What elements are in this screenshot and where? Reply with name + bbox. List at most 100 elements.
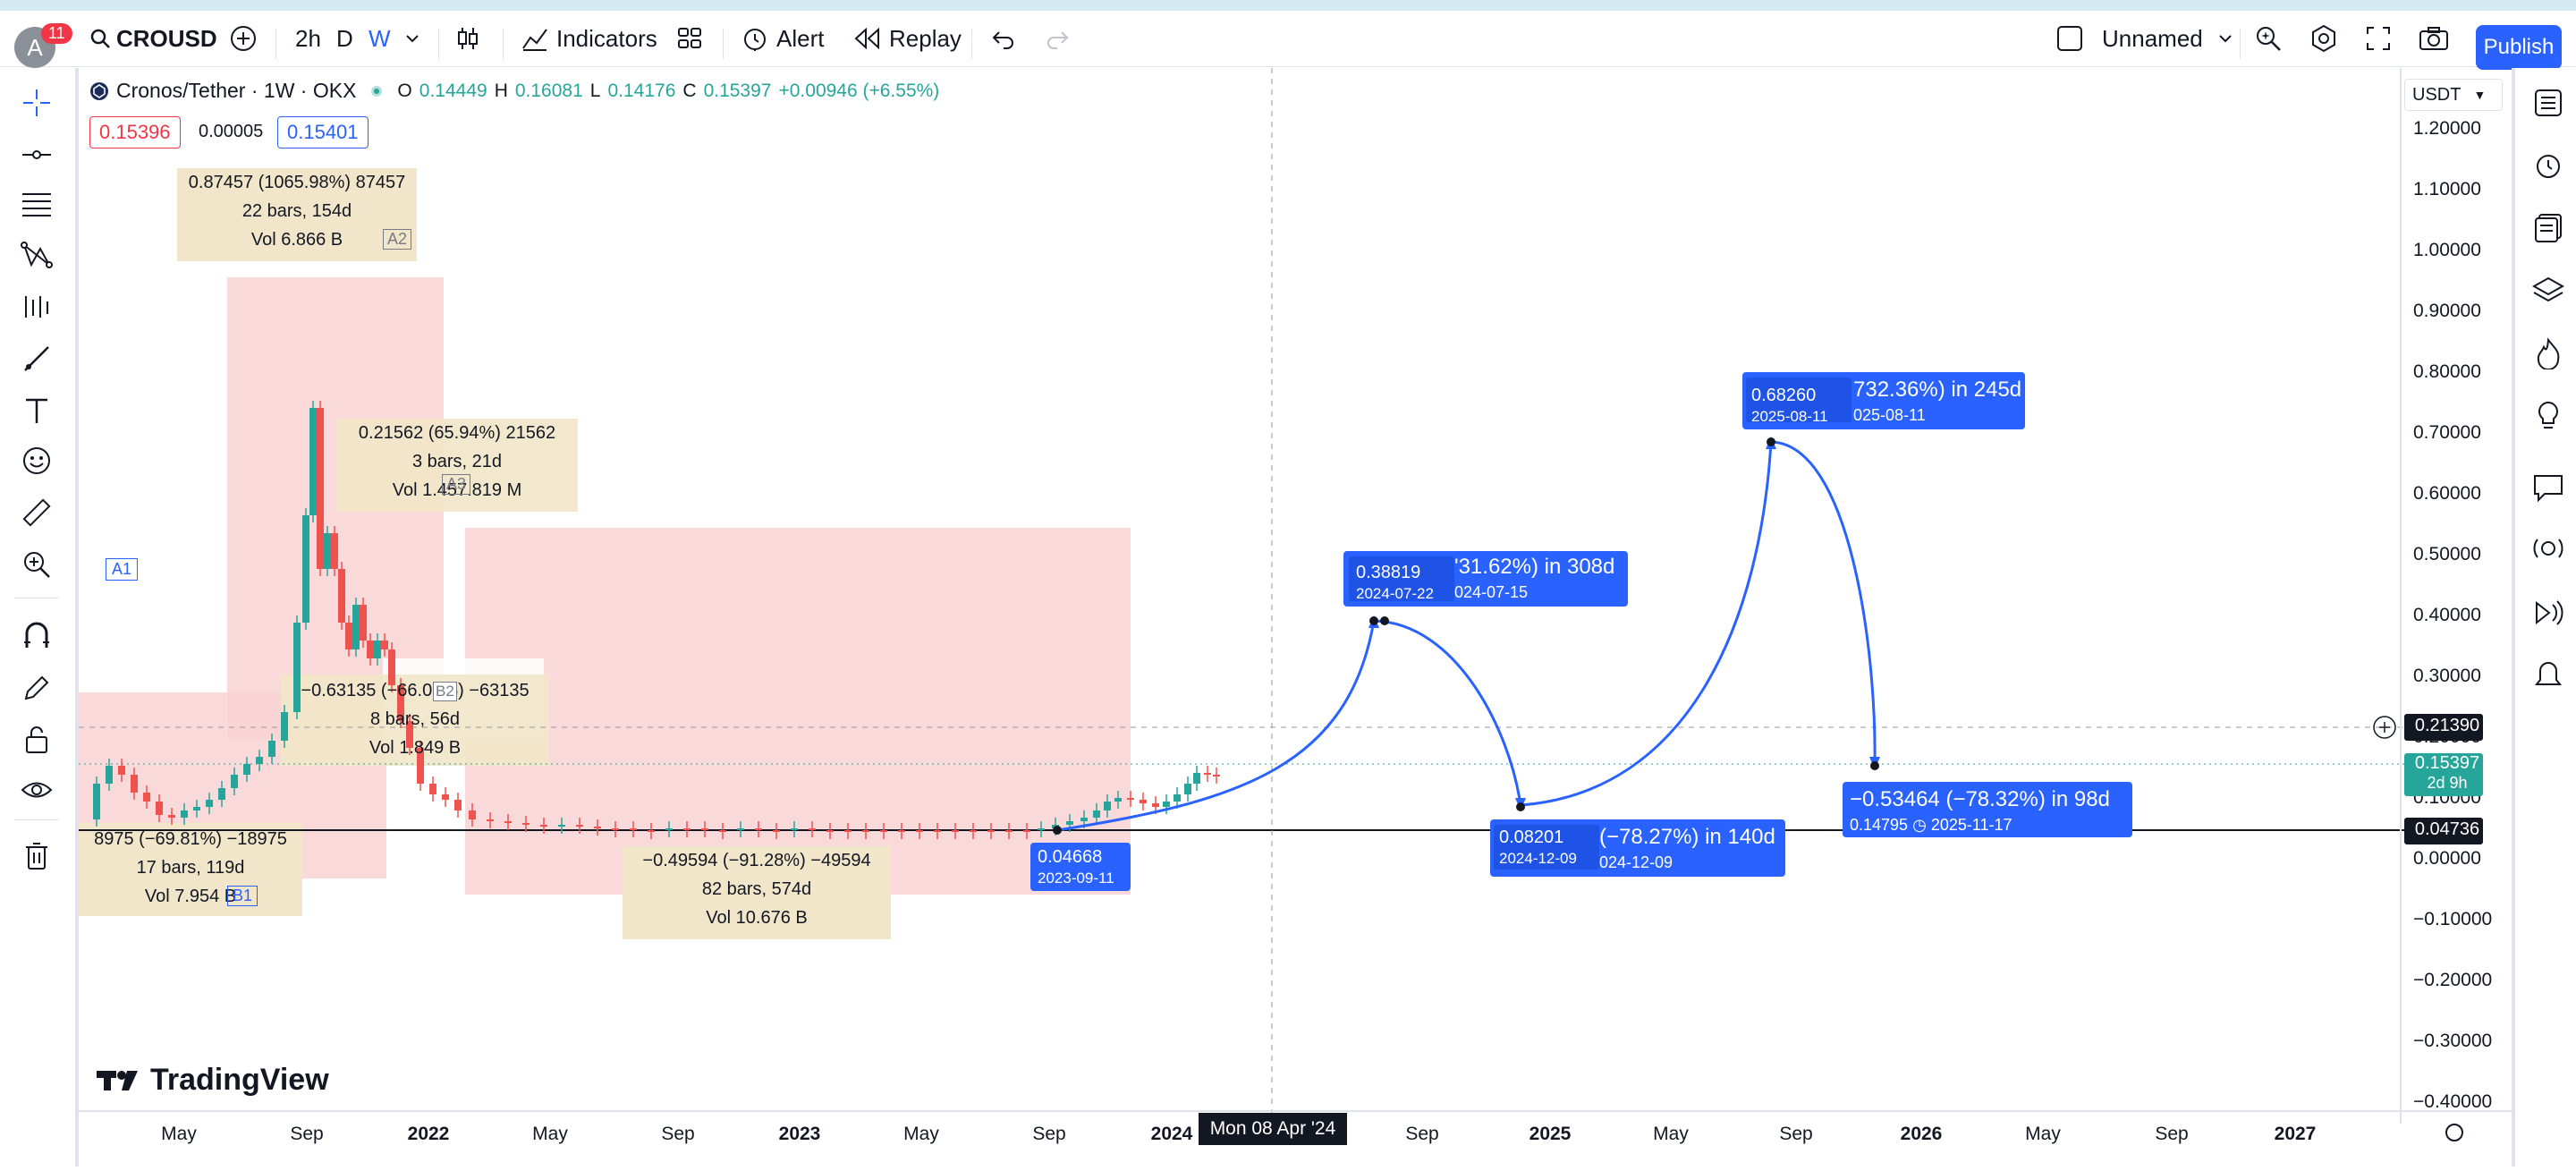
undo-button[interactable] xyxy=(991,11,1016,66)
projection-date: 024-12-09 xyxy=(1599,853,1674,871)
trendline-tool[interactable] xyxy=(16,134,57,175)
projection-leg-3[interactable] xyxy=(1520,441,1773,807)
measure-line: −0.63135 (−66.00%) −63135 xyxy=(301,681,530,700)
price-tick-label: −0.10000 xyxy=(2413,909,2492,929)
calendar-button[interactable] xyxy=(2528,592,2569,633)
tag-a2: A2 xyxy=(383,229,412,250)
brush-tool[interactable] xyxy=(16,338,57,379)
remove-drawings-tool[interactable] xyxy=(16,836,57,877)
market-status-icon xyxy=(371,85,383,97)
candle-body xyxy=(1127,798,1134,800)
magnet-tool[interactable] xyxy=(16,615,57,657)
projection-percent: 732.36%) in 245d xyxy=(1853,378,2022,402)
visibility-tool[interactable] xyxy=(16,769,57,810)
candle-body xyxy=(106,766,113,784)
forecast-tool[interactable] xyxy=(16,286,57,327)
projection-label-3-inner xyxy=(1494,825,1599,870)
pattern-icon xyxy=(21,242,53,268)
add-alert-icon[interactable] xyxy=(2373,716,2396,739)
tag-b1: B1 xyxy=(227,886,258,906)
alerts-button[interactable] xyxy=(2528,145,2569,186)
notifications-button[interactable] xyxy=(2528,655,2569,696)
publish-button[interactable]: Publish xyxy=(2476,25,2562,70)
lock-icon xyxy=(26,726,47,753)
legend-low-label: L xyxy=(589,80,601,101)
projection-text-3: 0.08201 2024-12-09 xyxy=(1499,827,1577,870)
time-tick-label: 2025 xyxy=(1530,1124,1572,1144)
projection-leg-1[interactable] xyxy=(1056,620,1376,832)
object-tree-button[interactable] xyxy=(2528,208,2569,249)
text-tool[interactable] xyxy=(16,390,57,431)
bid-price[interactable]: 0.15396 xyxy=(89,116,181,148)
templates-button[interactable] xyxy=(676,11,703,66)
tradingview-logo[interactable]: TradingView xyxy=(97,1063,329,1098)
candle-body xyxy=(648,830,655,832)
notification-badge: 11 xyxy=(41,23,72,44)
settings-axis-icon[interactable] xyxy=(2445,1124,2463,1141)
chevron-down-icon xyxy=(406,35,419,43)
measure-tool[interactable] xyxy=(16,492,57,533)
layers-button[interactable] xyxy=(2528,270,2569,311)
interval-dropdown[interactable] xyxy=(404,11,420,66)
price-tick-label: 0.70000 xyxy=(2413,422,2481,443)
projection-percent: −0.53464 (−78.32%) in 98d xyxy=(1850,787,2110,811)
tradingview-logo-icon xyxy=(97,1070,138,1090)
chart-type-button[interactable] xyxy=(454,11,481,66)
drawing-mode-tool[interactable] xyxy=(16,667,57,709)
streams-button[interactable] xyxy=(2528,530,2569,571)
alert-button[interactable]: Alert xyxy=(741,11,824,66)
pattern-tool[interactable] xyxy=(16,234,57,276)
candle-body xyxy=(504,821,512,823)
indicators-button[interactable]: Indicators xyxy=(521,11,657,66)
redo-button[interactable] xyxy=(1045,11,1070,66)
hotlists-button[interactable] xyxy=(2528,333,2569,374)
crosshair-tool[interactable] xyxy=(16,82,57,123)
compare-button[interactable] xyxy=(229,11,258,66)
settings-button[interactable] xyxy=(2309,11,2338,66)
spread: 0.00005 xyxy=(199,121,264,141)
watchlist-button[interactable] xyxy=(2528,82,2569,123)
projection-point[interactable] xyxy=(1380,616,1389,625)
price-axis[interactable]: 1.20000 1.10000 1.00000 0.90000 0.80000 0.700… xyxy=(2413,118,2492,1112)
ideas-button[interactable] xyxy=(2528,395,2569,437)
projection-point[interactable] xyxy=(1369,616,1378,625)
fullscreen-button[interactable] xyxy=(2365,11,2392,66)
chats-button[interactable] xyxy=(2528,467,2569,508)
price-tick-label: 1.00000 xyxy=(2413,240,2481,260)
chart-area[interactable]: 1.20000 1.10000 1.00000 0.90000 0.80000 0.700… xyxy=(79,68,2512,1171)
projection-label-5[interactable] xyxy=(1843,782,2132,837)
projection-text-3b: (−78.27%) in 140d 024-12-09 xyxy=(1599,825,1775,875)
legend-title[interactable]: Cronos/Tether · 1W · OKX xyxy=(116,79,357,102)
projection-point[interactable] xyxy=(1516,802,1525,811)
replay-button[interactable]: Replay xyxy=(853,11,962,66)
candle-body xyxy=(1213,775,1220,776)
quick-search-button[interactable] xyxy=(2254,11,2283,66)
chevron-down-icon xyxy=(2219,35,2232,43)
interval-d[interactable]: D xyxy=(336,11,353,66)
candle-body xyxy=(970,830,977,832)
measure-text-b2: −0.63135 (−66.00%) −63135 8 bars, 56d Vo… xyxy=(281,676,549,762)
projection-leg-2[interactable] xyxy=(1373,619,1522,806)
unit-selector[interactable]: USDT ▼ xyxy=(2404,79,2503,111)
chart-canvas[interactable]: 1.20000 1.10000 1.00000 0.90000 0.80000 0.700… xyxy=(79,68,2512,1167)
ask-price[interactable]: 0.15401 xyxy=(277,116,369,148)
zoom-tool[interactable] xyxy=(16,544,57,585)
interval-2h[interactable]: 2h xyxy=(295,11,321,66)
time-axis[interactable]: May Sep 2022 May Sep 2023 May Sep 2024 Sep 2025 May… xyxy=(161,1124,2316,1144)
projection-point[interactable] xyxy=(1053,826,1062,835)
projection-point[interactable] xyxy=(1870,761,1879,770)
legend: Cronos/Tether · 1W · OKX O 0.14449 H 0.160… xyxy=(89,79,939,103)
layout-button[interactable]: Unnamed xyxy=(2055,11,2233,66)
magnet-icon xyxy=(24,622,49,648)
lock-tool[interactable] xyxy=(16,719,57,760)
projection-point[interactable] xyxy=(1767,437,1775,446)
measure-range-b3[interactable] xyxy=(465,528,1131,895)
projection-label-1[interactable] xyxy=(1030,843,1131,891)
symbol-search[interactable]: CROUSD xyxy=(89,11,217,66)
projection-leg-4[interactable] xyxy=(1770,440,1877,765)
fib-tool[interactable] xyxy=(16,184,57,225)
measure-line: Vol 10.676 B xyxy=(706,908,808,928)
emoji-tool[interactable] xyxy=(16,440,57,481)
snapshot-button[interactable] xyxy=(2419,11,2449,66)
interval-w[interactable]: W xyxy=(369,11,391,66)
